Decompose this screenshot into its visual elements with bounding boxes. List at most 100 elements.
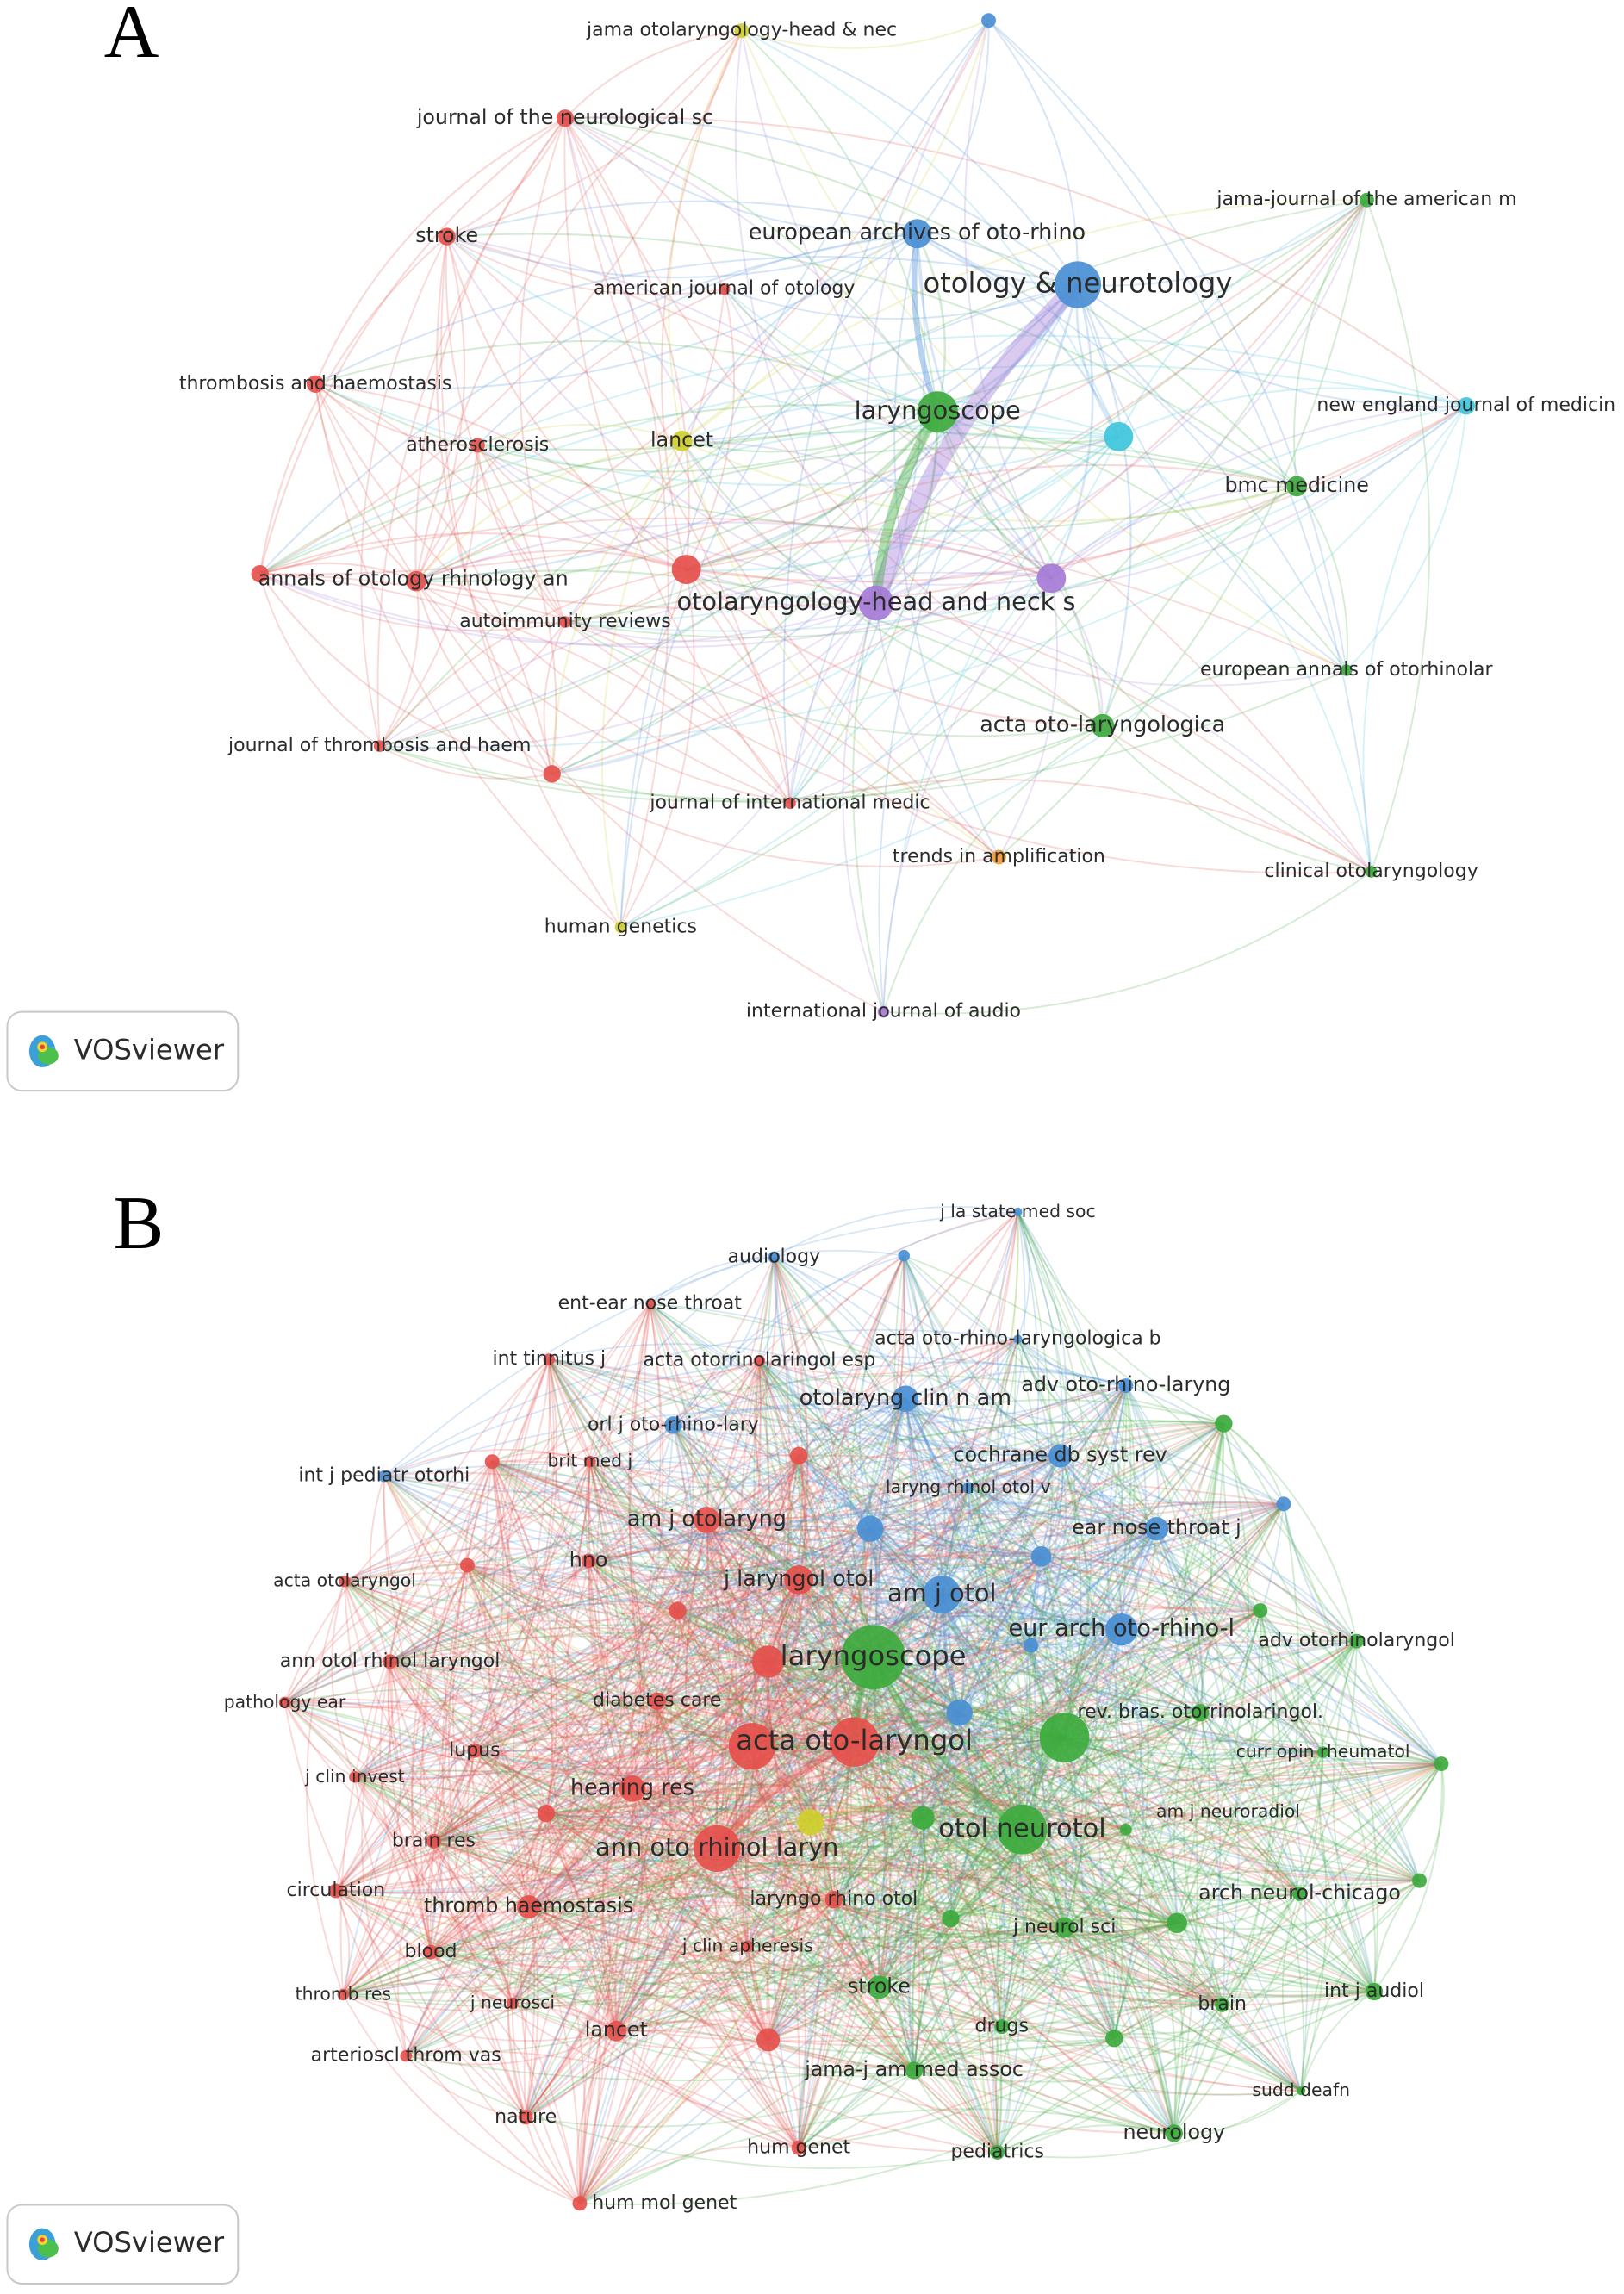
edge: [527, 1639, 1357, 1908]
edge: [432, 1736, 855, 1843]
edge: [751, 1745, 1442, 1818]
edge: [525, 1828, 1023, 2118]
edge: [476, 411, 938, 473]
edge: [905, 1398, 1302, 2092]
node: [484, 1454, 500, 1470]
edge: [389, 1257, 775, 1663]
edge: [335, 1579, 800, 1892]
edge: [905, 1398, 1260, 1612]
edge: [416, 411, 938, 583]
edge: [797, 1579, 1024, 1831]
edge: [854, 1736, 1066, 1761]
edge: [491, 1461, 633, 1790]
edge: [903, 1255, 1261, 1612]
edge: [978, 1829, 1024, 2153]
edge: [870, 1523, 1042, 1557]
edge: [389, 1661, 1375, 1993]
edge: [491, 1461, 749, 1948]
edge: [466, 1564, 749, 1948]
edge: [1076, 284, 1297, 488]
edge: [1121, 1628, 1376, 1992]
edge: [344, 1438, 1061, 1582]
node: [942, 1910, 960, 1928]
node: [543, 1353, 556, 1365]
edge: [405, 1932, 1375, 2057]
edge: [491, 1460, 1065, 1739]
edge: [258, 235, 448, 575]
edge: [950, 1712, 1202, 1920]
edge: [389, 1661, 753, 1751]
edge: [750, 1745, 788, 2041]
edge: [415, 569, 1104, 727]
edge: [832, 1899, 915, 2072]
edge: [1030, 1645, 1178, 1924]
edge: [389, 1579, 800, 1670]
edge: [445, 236, 877, 605]
edge: [750, 1746, 915, 2072]
edge: [446, 235, 725, 295]
edge: [1176, 1880, 1421, 1930]
edge: [433, 1817, 924, 1875]
edge: [354, 1454, 1061, 1778]
edge: [545, 1812, 1003, 2028]
edge: [389, 1359, 760, 1663]
edge: [706, 1384, 1127, 1521]
edge: [767, 1657, 876, 2041]
edge: [1114, 2036, 1302, 2092]
edge: [342, 1993, 581, 2204]
edge: [632, 1787, 880, 1988]
edge: [1155, 1527, 1421, 1881]
edge: [832, 1528, 880, 1988]
edge: [579, 1788, 650, 2204]
node: [751, 1645, 785, 1678]
edge: [335, 1890, 408, 2056]
edge: [922, 1739, 1442, 1819]
edge: [751, 1628, 1123, 1749]
edge: [649, 1256, 775, 1305]
edge: [433, 1528, 872, 1843]
edge: [1318, 1751, 1375, 1992]
edge: [936, 411, 1347, 671]
edge: [619, 602, 877, 929]
edge: [768, 2011, 1003, 2041]
edge: [545, 1812, 1178, 1940]
edge: [415, 29, 743, 581]
edge: [853, 1741, 999, 2153]
edge: [672, 1424, 924, 1818]
edge: [893, 233, 1000, 858]
edge: [660, 30, 743, 570]
edge: [767, 1661, 1126, 1831]
node-label: lupus: [449, 1739, 500, 1761]
edge: [1173, 1751, 1324, 2135]
edge: [476, 445, 877, 605]
edge: [466, 1564, 855, 1744]
edge: [949, 1762, 1441, 1920]
edge: [941, 1384, 1127, 1595]
edge: [588, 1255, 905, 1562]
edge: [354, 1684, 960, 1778]
edge: [1259, 1610, 1421, 1881]
edge: [615, 1579, 800, 2032]
edge: [331, 1581, 356, 1778]
edge: [968, 1487, 1127, 1830]
edge: [344, 1579, 800, 1623]
edge: [922, 1818, 1003, 2028]
edge: [284, 1623, 874, 1704]
edge: [878, 1455, 1061, 1987]
edge: [869, 1528, 1178, 1924]
edge: [913, 1628, 1123, 2071]
edge: [853, 1741, 1175, 2135]
edge: [335, 1890, 768, 2041]
edge: [544, 1609, 679, 1814]
edge: [259, 430, 1297, 575]
edge: [344, 1532, 943, 1595]
edge: [902, 1255, 1032, 1646]
edge: [615, 1656, 874, 2032]
edge: [913, 1829, 1127, 2071]
edge: [466, 1454, 800, 1566]
edge: [433, 1840, 718, 1872]
edge: [589, 1459, 1123, 1631]
edge: [335, 1821, 812, 1907]
node: [962, 1482, 974, 1494]
edge: [1124, 1385, 1160, 1529]
